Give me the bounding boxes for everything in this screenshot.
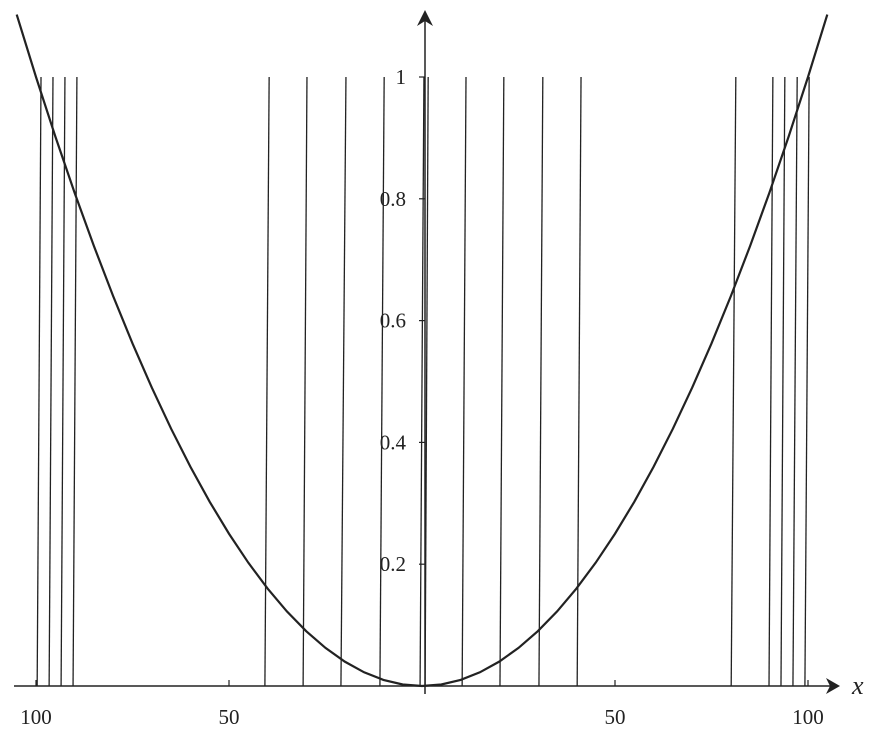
vertical-segment [60,76,66,687]
vertical-segment [768,76,774,687]
y-axis-arrow [417,10,433,26]
parabola [15,14,829,688]
vertical-segment [499,76,505,687]
y-tick-label: 1 [396,65,407,89]
x-axis-label: x [851,671,864,700]
vertical-segment [36,76,42,687]
vertical-segment [48,76,54,687]
vertical-segment [792,76,798,687]
vertical-segment [302,76,308,687]
x-tick-label: 50 [219,705,240,729]
vertical-segment [730,76,737,687]
vertical-segment [576,76,582,687]
vertical-segment [379,76,385,687]
x-tick-label: 50 [605,705,626,729]
x-tick-label: 100 [792,705,824,729]
vertical-segment [340,76,347,687]
vertical-segment [461,76,467,687]
vertical-segment [538,76,544,687]
x-tick-label: 100 [20,705,52,729]
x-axis-arrow [826,678,840,694]
vertical-segment [419,76,425,687]
vertical-segment [804,76,810,687]
y-tick-label: 0.8 [380,187,406,211]
y-tick-label: 0.2 [380,552,406,576]
vertical-segment [424,76,429,687]
vertical-segment [780,76,786,687]
y-tick-label: 0.6 [380,309,406,333]
vertical-segment [264,76,270,687]
y-tick-label: 0.4 [380,430,407,454]
vertical-segment [72,76,78,687]
